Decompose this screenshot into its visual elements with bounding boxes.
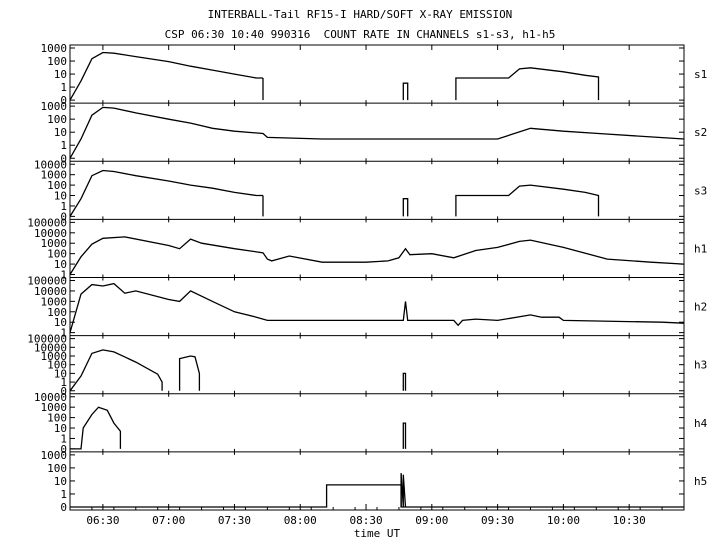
series-line-h5 (70, 484, 684, 508)
series-line-h4 (402, 422, 407, 449)
y-tick-label: 10 (54, 422, 67, 435)
y-tick-label: 10000 (34, 285, 67, 298)
x-tick-label: 09:30 (481, 514, 514, 527)
series-line-h3 (402, 372, 407, 391)
y-tick-label: 0 (60, 501, 67, 514)
series-line-h5 (400, 473, 407, 508)
series-line-h1 (69, 236, 685, 275)
y-tick-label: 100 (47, 55, 67, 68)
y-tick-label: 10 (54, 367, 67, 380)
panel-label-h2: h2 (694, 301, 707, 314)
y-tick-label: 1000 (41, 350, 68, 363)
y-tick-label: 1000 (41, 169, 68, 182)
x-tick-label: 09:00 (415, 514, 448, 527)
y-tick-label: 1000 (41, 237, 68, 250)
y-tick-label: 1000 (41, 100, 68, 113)
panel-label-h1: h1 (694, 242, 707, 255)
y-tick-label: 10000 (34, 158, 67, 171)
y-tick-label: 0 (60, 443, 67, 456)
x-tick-label: 10:00 (547, 514, 580, 527)
series-line-h3 (69, 349, 163, 392)
panel-label-s3: s3 (694, 184, 707, 197)
y-tick-label: 0 (60, 152, 67, 165)
y-tick-label: 10000 (34, 227, 67, 240)
series-line-h4 (70, 406, 122, 450)
y-tick-label: 10 (54, 258, 67, 271)
y-tick-label: 100 (47, 412, 67, 425)
series-line-h2 (69, 282, 685, 333)
y-tick-label: 10 (54, 316, 67, 329)
y-tick-label: 1 (60, 488, 67, 501)
series-line-s3 (402, 198, 409, 217)
panel-label-h4: h4 (694, 417, 708, 430)
y-tick-label: 0 (60, 210, 67, 223)
y-tick-label: 1000 (41, 42, 68, 55)
panel-label-s1: s1 (694, 68, 707, 81)
series-line-s1 (402, 82, 409, 101)
y-tick-label: 0 (60, 94, 67, 107)
y-tick-label: 100 (47, 359, 67, 372)
chart-subtitle: CSP 06:30 10:40 990316 COUNT RATE IN CHA… (164, 28, 556, 41)
y-tick-label: 1000 (41, 401, 68, 414)
x-axis-label: time UT (354, 527, 401, 540)
series-line-s3 (455, 184, 600, 217)
y-tick-label: 1 (60, 327, 67, 340)
chart-title: INTERBALL-Tail RF15-I HARD/SOFT X-RAY EM… (207, 8, 513, 21)
y-tick-label: 100 (47, 113, 67, 126)
panel-label-h3: h3 (694, 359, 707, 372)
x-tick-label: 08:30 (349, 514, 382, 527)
y-tick-label: 1000 (41, 295, 68, 308)
y-tick-label: 10000 (34, 391, 67, 404)
series-line-s2 (69, 106, 685, 159)
y-tick-label: 10 (54, 190, 67, 203)
panel-label-s2: s2 (694, 126, 707, 139)
series-line-s3 (69, 169, 263, 217)
y-tick-label: 1 (60, 81, 67, 94)
series-line-s1 (455, 67, 600, 101)
y-tick-label: 0 (60, 385, 67, 398)
y-tick-label: 100000 (27, 216, 67, 229)
x-tick-label: 07:00 (152, 514, 185, 527)
y-tick-label: 1 (60, 200, 67, 213)
y-tick-label: 10 (54, 475, 67, 488)
y-tick-label: 1000 (41, 449, 68, 462)
y-tick-label: 100 (47, 462, 67, 475)
x-tick-label: 08:00 (284, 514, 317, 527)
y-tick-label: 100 (47, 179, 67, 192)
y-tick-label: 10 (54, 126, 67, 139)
panel-label-h5: h5 (694, 475, 707, 488)
y-tick-label: 1 (60, 432, 67, 445)
y-tick-label: 1 (60, 269, 67, 282)
x-tick-label: 07:30 (218, 514, 251, 527)
y-tick-label: 1 (60, 376, 67, 389)
y-tick-label: 100 (47, 306, 67, 319)
x-tick-label: 06:30 (86, 514, 119, 527)
x-tick-label: 10:30 (613, 514, 646, 527)
series-line-h3 (178, 355, 201, 391)
y-tick-label: 100000 (27, 275, 67, 288)
y-tick-label: 1 (60, 139, 67, 152)
y-tick-label: 100000 (27, 333, 67, 346)
y-tick-label: 100 (47, 248, 67, 261)
y-tick-label: 10 (54, 68, 67, 81)
series-line-s1 (69, 51, 263, 101)
y-tick-label: 10000 (34, 341, 67, 354)
